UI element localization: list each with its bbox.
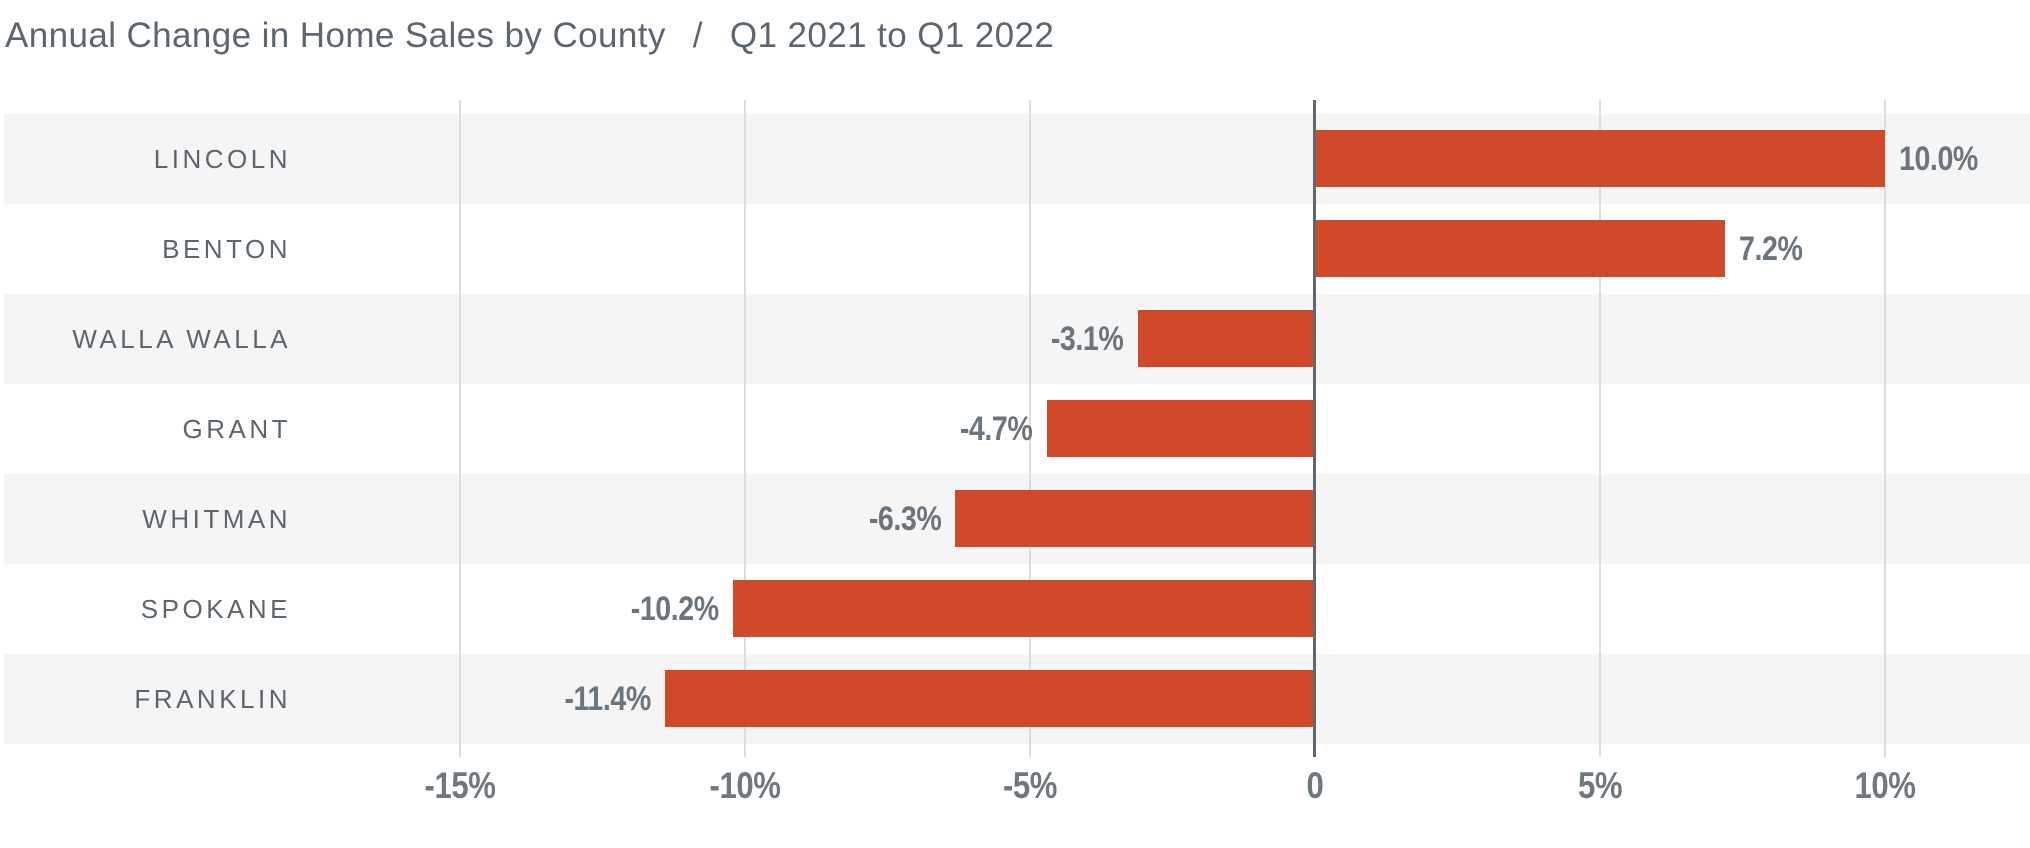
chart-title: Annual Change in Home Sales by County / … [5,13,1054,59]
gridline [1028,100,1031,757]
row-stripe [4,293,2030,384]
category-label: GRANT [182,413,291,444]
gridline [458,100,461,757]
bar [733,580,1315,637]
bar [1314,220,1725,277]
chart-title-separator: / [692,16,703,55]
value-label: -10.2% [631,589,720,628]
value-label: -3.1% [1051,319,1124,358]
bar [1314,130,1885,187]
gridline [1598,100,1601,757]
x-tick-label: 5% [1577,765,1622,806]
value-label: 7.2% [1738,229,1803,268]
gridline [743,100,746,757]
category-label: LINCOLN [153,143,291,174]
bar [1046,400,1315,457]
x-tick-label: 0 [1306,765,1323,806]
x-tick-label: -15% [424,765,495,806]
value-label: 10.0% [1898,139,1978,178]
zero-axis-line [1312,100,1317,757]
value-label: -4.7% [960,409,1033,448]
category-label: SPOKANE [140,593,291,624]
value-label: -11.4% [564,679,651,718]
value-label: -6.3% [868,499,942,538]
x-tick-label: -5% [1002,765,1057,806]
x-tick-label: -10% [709,765,780,806]
chart-title-period: Q1 2021 to Q1 2022 [729,16,1055,55]
category-label: WALLA WALLA [72,323,291,354]
category-label: BENTON [162,233,291,264]
category-label: FRANKLIN [134,683,291,714]
x-tick-label: 10% [1854,765,1915,806]
bar [1137,310,1315,367]
bar [955,490,1315,547]
category-label: WHITMAN [142,503,291,534]
bar [664,670,1315,727]
chart-title-main: Annual Change in Home Sales by County [5,16,666,55]
gridline [1883,100,1886,757]
